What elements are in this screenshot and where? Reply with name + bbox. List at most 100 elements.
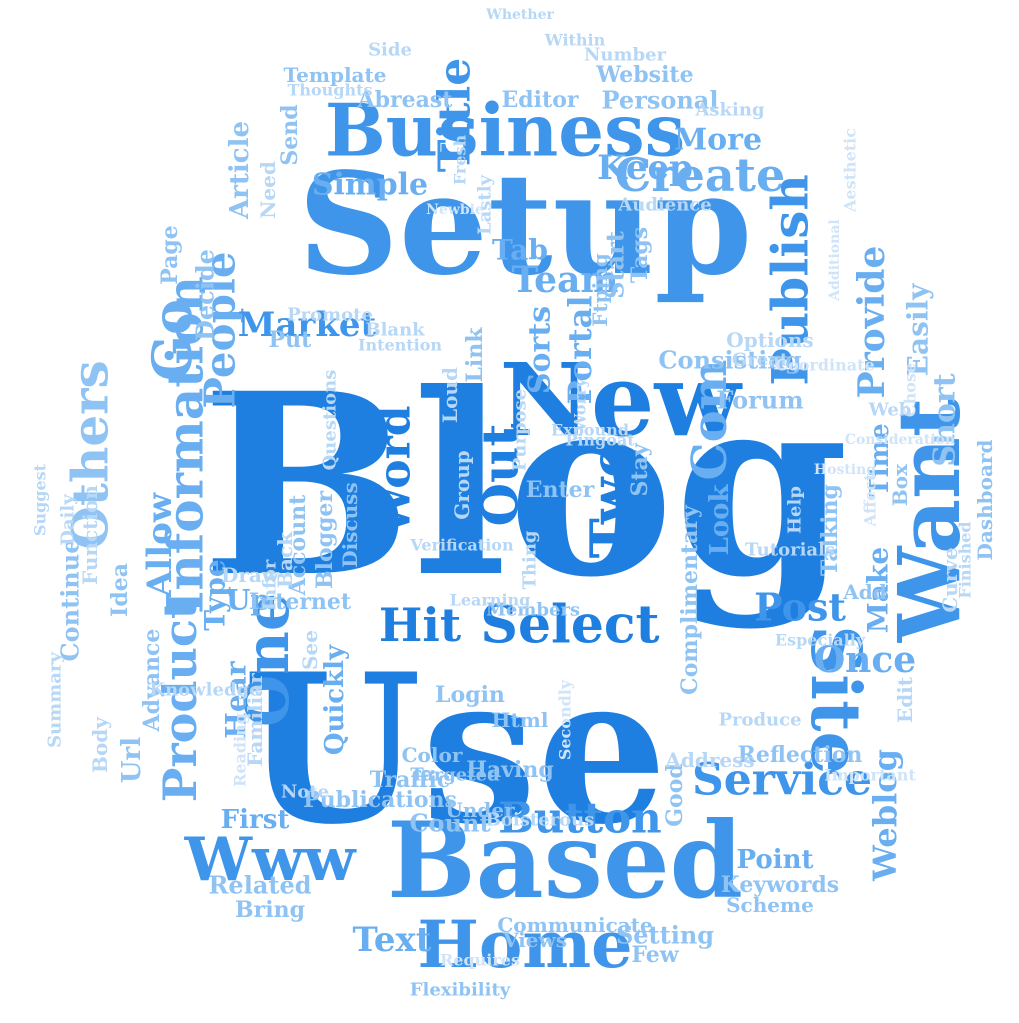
word-count: Count [409, 809, 490, 838]
word-see: See [298, 630, 322, 670]
word-draw: Draw [221, 563, 280, 587]
word-enter: Enter [526, 477, 595, 503]
word-produce: Produce [718, 710, 801, 731]
word-forum: Forum [716, 386, 803, 415]
word-audience: Audience [617, 195, 711, 216]
word-easily: Easily [902, 283, 935, 377]
word-important: Important [824, 766, 916, 785]
word-ftping: Ftping [588, 253, 612, 327]
word-pingoat: Pingoat [565, 431, 635, 450]
word-suggest: Suggest [31, 463, 50, 536]
word-blog: Blog [201, 338, 849, 632]
word-hosting: Hosting [814, 462, 876, 478]
word-traffic: Traffic [370, 767, 450, 793]
word-tab: Tab [492, 234, 548, 267]
word-dashboard: Dashboard [973, 440, 997, 561]
word-keep: Keep [597, 148, 693, 188]
word-hear: Hear [220, 660, 253, 738]
word-select: Select [480, 595, 659, 656]
word-knowledge: Knowledge [149, 680, 260, 701]
word-group: Group [450, 450, 474, 519]
word-create: Create [615, 148, 785, 202]
word-one: One [233, 593, 303, 727]
word-number: Number [584, 45, 667, 66]
word-need: Need [256, 161, 280, 219]
word-idea: Idea [107, 563, 133, 617]
word-short: Short [928, 373, 963, 466]
word-function: Function [78, 485, 102, 585]
word-provide: Provide [851, 246, 893, 399]
word-targeted: Targeted [410, 765, 500, 786]
word-up: Up [226, 584, 270, 617]
word-make: Make [862, 547, 895, 633]
word-blogger: Blogger [312, 491, 338, 589]
word-box: Box [888, 463, 912, 506]
word-whether: Whether [485, 7, 554, 23]
word-add: Add [842, 580, 887, 604]
word-publish: Publish [761, 174, 820, 385]
word-use: Use [243, 630, 668, 870]
word-consisting: Consisting [658, 346, 801, 375]
word-personal: Personal [602, 86, 719, 115]
word-expound: Expound [551, 421, 629, 440]
word-members: Members [486, 600, 580, 621]
word-talking: Talking [817, 484, 843, 576]
word-loud: Loud [438, 367, 462, 423]
word-start: Start [601, 231, 630, 299]
word-post: Post [754, 585, 846, 630]
word-business: Business [325, 88, 685, 173]
word-decide: Decide [191, 249, 220, 341]
word-note: Note [281, 782, 329, 803]
word-want: Want [880, 398, 980, 643]
word-article: Article [225, 121, 255, 220]
word-text: Text [352, 920, 431, 960]
word-options: Options [726, 328, 813, 352]
word-others: Others [61, 360, 120, 549]
word-daily: Daily [58, 494, 79, 546]
word-discuss: Discuss [338, 482, 362, 567]
word-affect: Affect [861, 473, 880, 527]
word-summary: Summary [45, 652, 66, 748]
word-new: New [499, 341, 743, 459]
word-tutorials: Tutorials [745, 540, 835, 561]
word-good: Good [662, 763, 688, 827]
word-two: Two [578, 442, 642, 559]
word-keywords: Keywords [721, 872, 839, 898]
word-out: Out [471, 423, 530, 526]
word-button: Button [498, 794, 661, 843]
word-coordinate: Coordinate [775, 356, 874, 375]
word-communicate: Communicate [497, 913, 652, 937]
word-questions: Questions [320, 370, 341, 471]
word-url: Url [117, 737, 147, 783]
word-send: Send [277, 104, 303, 165]
word-html: Html [492, 708, 549, 732]
word-aesthetic: Aesthetic [841, 128, 860, 213]
word-go: Go [140, 299, 204, 381]
word-link: Link [462, 327, 488, 383]
word-com: Com [682, 359, 738, 480]
word-advance: Advance [139, 629, 165, 733]
word-quickly: Quickly [320, 644, 350, 755]
word-once: Once [814, 639, 916, 681]
word-abreast: Abreast [357, 87, 454, 113]
word-market: Market [238, 305, 377, 345]
word-asking: Asking [694, 100, 764, 121]
word-hit: Hit [379, 598, 462, 652]
word-simple: Simple [312, 168, 428, 203]
word-account: Account [285, 494, 311, 597]
word-service: Service [692, 755, 872, 806]
word-page: Page [157, 225, 183, 285]
word-point: Point [737, 845, 814, 875]
word-www: Www [184, 825, 357, 895]
word-product: Product [153, 597, 207, 802]
word-setting: Setting [616, 921, 714, 950]
word-more: More [674, 123, 762, 158]
word-boisterous: Boisterous [486, 810, 595, 831]
word-home: Home [418, 907, 633, 983]
word-intention: Intention [358, 336, 442, 355]
word-views: Views [502, 928, 567, 952]
word-address: Address [664, 748, 754, 772]
word-put: Put [269, 327, 313, 353]
word-template: Template [284, 63, 387, 87]
